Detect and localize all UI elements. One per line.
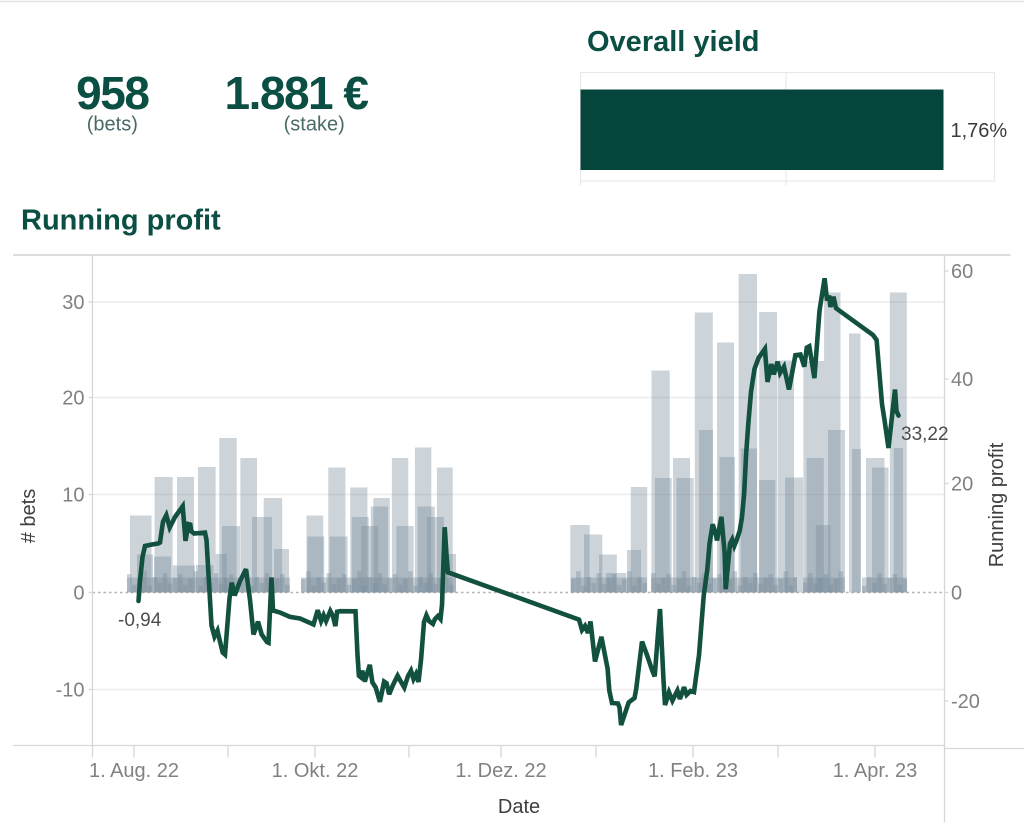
svg-text:30: 30 bbox=[62, 292, 84, 314]
svg-text:Overall yield: Overall yield bbox=[587, 26, 760, 58]
svg-text:1. Feb. 23: 1. Feb. 23 bbox=[648, 760, 738, 782]
svg-text:(stake): (stake) bbox=[284, 114, 345, 136]
svg-text:20: 20 bbox=[951, 474, 973, 496]
svg-text:1,76%: 1,76% bbox=[951, 120, 1008, 142]
svg-text:40: 40 bbox=[951, 369, 973, 391]
svg-text:0: 0 bbox=[73, 583, 84, 605]
svg-text:(bets): (bets) bbox=[87, 114, 138, 136]
svg-text:0: 0 bbox=[951, 583, 962, 605]
svg-text:# bets: # bets bbox=[18, 489, 40, 543]
svg-text:1. Aug. 22: 1. Aug. 22 bbox=[89, 760, 179, 782]
svg-text:1. Apr. 23: 1. Apr. 23 bbox=[833, 760, 918, 782]
svg-text:33,22: 33,22 bbox=[901, 424, 949, 445]
svg-text:-0,94: -0,94 bbox=[118, 610, 162, 631]
svg-text:1. Dez. 22: 1. Dez. 22 bbox=[455, 760, 546, 782]
svg-text:Running profit: Running profit bbox=[21, 205, 221, 237]
svg-text:-10: -10 bbox=[56, 680, 85, 702]
svg-text:958: 958 bbox=[76, 67, 149, 119]
svg-text:1. Okt. 22: 1. Okt. 22 bbox=[272, 760, 359, 782]
svg-text:10: 10 bbox=[62, 485, 84, 507]
svg-text:Running profit: Running profit bbox=[986, 442, 1008, 567]
svg-text:60: 60 bbox=[951, 261, 973, 283]
svg-text:20: 20 bbox=[62, 388, 84, 410]
svg-text:-20: -20 bbox=[951, 691, 980, 713]
svg-text:1.881 €: 1.881 € bbox=[225, 67, 369, 119]
svg-text:Date: Date bbox=[498, 796, 540, 818]
